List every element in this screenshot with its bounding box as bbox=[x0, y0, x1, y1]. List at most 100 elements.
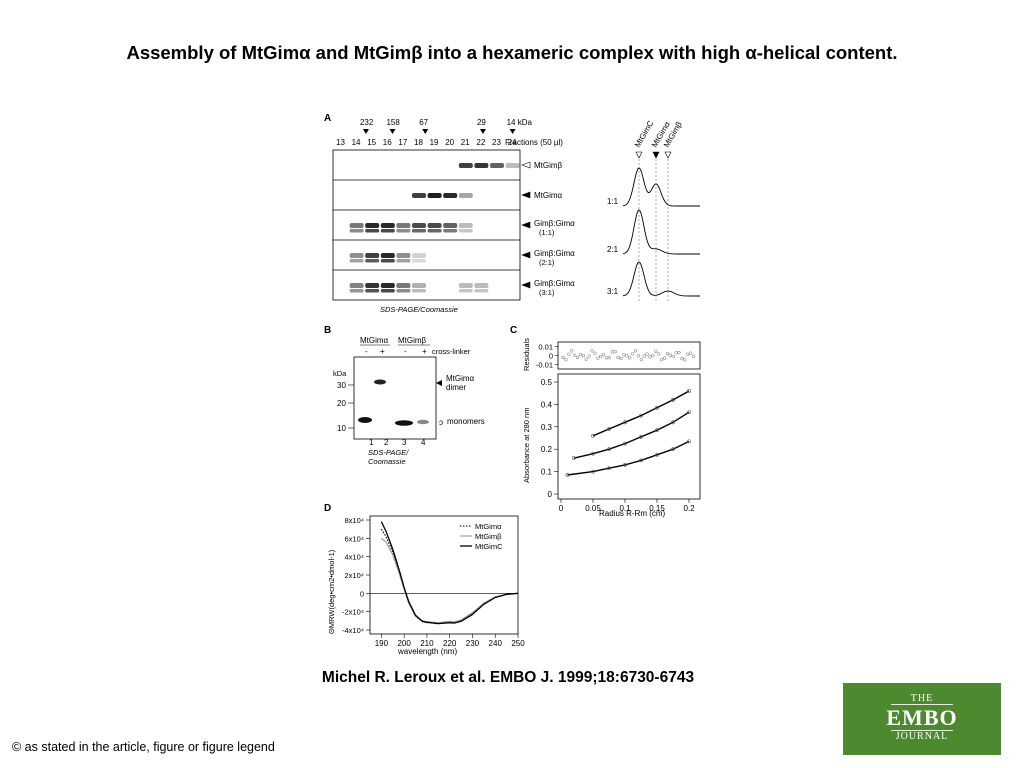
gel-band bbox=[458, 193, 473, 198]
absorbance-point bbox=[591, 451, 595, 456]
c-ytick-label: 0 bbox=[548, 490, 553, 499]
logo-line-2: EMBO bbox=[886, 705, 958, 730]
marker-arrow-icon bbox=[362, 129, 369, 134]
panel-d: D 190 200 210 220 230 240 250 8x10⁴ 6x10⁴ 4x10⁴ 2x… bbox=[324, 503, 525, 656]
dimer-label-1: MtGimα bbox=[446, 374, 475, 383]
residual-point bbox=[645, 352, 649, 356]
trace-header-arrow-icon bbox=[664, 151, 672, 159]
residual-point bbox=[601, 352, 606, 357]
gel-band bbox=[380, 253, 395, 258]
d-ytick-label: 2x10⁴ bbox=[345, 571, 365, 580]
residual-point bbox=[590, 349, 594, 353]
d-xtick-label: 220 bbox=[443, 639, 457, 648]
gel-b-frame bbox=[353, 356, 437, 440]
fractions-label: Fractions (50 µl) bbox=[505, 138, 563, 147]
slide-title: Assembly of MtGimα and MtGimβ into a hex… bbox=[126, 42, 898, 63]
absorbance-point bbox=[687, 410, 691, 415]
crosslinker-label: cross-linker bbox=[432, 347, 471, 356]
residual-point bbox=[636, 354, 641, 358]
dimer-arrow-icon bbox=[436, 380, 442, 386]
gel-band bbox=[505, 163, 520, 168]
marker-arrow-icon bbox=[479, 129, 486, 134]
fraction-number: 18 bbox=[414, 138, 423, 147]
panel-c-label: C bbox=[510, 325, 517, 336]
gel-band bbox=[396, 289, 411, 293]
band-lane2-dimer bbox=[374, 379, 386, 385]
cd-frame bbox=[369, 515, 519, 635]
absorbance-point bbox=[655, 452, 659, 457]
copyright-notice: © as stated in the article, figure or fi… bbox=[12, 740, 275, 754]
residual-point bbox=[572, 353, 577, 357]
d-ytick-label: 8x10⁴ bbox=[345, 516, 365, 525]
figure-image: A 232 158 67 29 14 kDa 13 14 15 16 17 18 19 20 21 22 2… bbox=[318, 106, 708, 658]
marker-label: 232 bbox=[360, 118, 374, 127]
fraction-number: 17 bbox=[398, 138, 407, 147]
bracket-icon: ɔ bbox=[439, 418, 443, 427]
logo-line-1: THE bbox=[910, 693, 934, 704]
logo-rule-bottom bbox=[891, 730, 953, 731]
figure-svg: A 232 158 67 29 14 kDa 13 14 15 16 17 18 19 20 21 22 2… bbox=[324, 113, 701, 656]
residual-point bbox=[657, 352, 661, 356]
fraction-number: 15 bbox=[367, 138, 376, 147]
absorbance-point bbox=[671, 420, 675, 425]
gel-row-sublabel: (2:1) bbox=[539, 258, 555, 267]
residual-point bbox=[651, 353, 655, 358]
panel-d-label: D bbox=[324, 503, 331, 514]
absorbance-ylabel: Absorbance at 280 nm bbox=[522, 408, 531, 483]
residual-point bbox=[668, 353, 672, 357]
residual-point bbox=[683, 358, 687, 362]
absorbance-point bbox=[639, 434, 643, 439]
c-xtick-label: 0.1 bbox=[619, 504, 631, 513]
residual-point bbox=[607, 355, 612, 360]
gel-caption: SDS-PAGE/Coomassie bbox=[380, 305, 458, 314]
absorbance-point bbox=[687, 389, 691, 393]
d-ytick-label: -4x10⁴ bbox=[342, 626, 364, 635]
gel-row-labels: MtGimβMtGimαGimβ:Gimα(1:1)Gimβ:Gimα(2:1)… bbox=[521, 161, 575, 297]
lane-number-1: 1 bbox=[369, 438, 374, 447]
residual-point bbox=[584, 357, 588, 361]
absorbance-point bbox=[591, 433, 595, 438]
absorbance-point bbox=[607, 427, 611, 431]
absorbance-point bbox=[639, 413, 643, 418]
absorbance-point bbox=[655, 428, 659, 433]
marker-arrow-icon bbox=[389, 129, 396, 134]
gel-band bbox=[443, 229, 458, 233]
row-arrow-icon bbox=[521, 191, 531, 199]
gel-band bbox=[458, 283, 473, 288]
gel-band bbox=[412, 253, 426, 258]
embo-journal-logo[interactable]: THE EMBO JOURNAL bbox=[843, 683, 1001, 755]
residual-ytick-label: 0 bbox=[549, 352, 553, 361]
legend-label: MtGimβ bbox=[475, 532, 502, 541]
residuals-plot: 0.010-0.01 bbox=[536, 343, 696, 370]
panel-b-label: B bbox=[324, 325, 331, 336]
elution-trace-line bbox=[622, 209, 700, 255]
c-ytick-label: 0.4 bbox=[541, 400, 553, 409]
gel-band bbox=[443, 193, 458, 198]
d-xlabel: wavelength (nm) bbox=[397, 647, 457, 656]
elution-trace-line bbox=[622, 261, 700, 297]
trace-header-arrow-icon bbox=[652, 151, 660, 159]
fraction-number: 22 bbox=[476, 138, 485, 147]
d-ytick-label: -2x10⁴ bbox=[342, 608, 364, 617]
gel-band bbox=[396, 259, 411, 263]
residual-point bbox=[578, 353, 583, 357]
residual-point bbox=[648, 355, 652, 359]
residual-point bbox=[628, 356, 632, 360]
band-lane4-monomer bbox=[417, 419, 429, 425]
residual-point bbox=[622, 353, 626, 357]
residual-point bbox=[616, 355, 620, 360]
gel-row-label: Gimβ:Gimα bbox=[534, 219, 575, 228]
d-xtick-label: 210 bbox=[420, 639, 434, 648]
ratio-label: 1:1 bbox=[607, 197, 619, 206]
gel-band bbox=[365, 259, 380, 263]
gel-band bbox=[396, 253, 411, 258]
mw-tick-30: 30 bbox=[337, 381, 346, 390]
residual-point bbox=[570, 349, 574, 353]
monomers-label: monomers bbox=[447, 417, 485, 426]
residual-point bbox=[575, 355, 580, 360]
absorbance-fit-line bbox=[573, 411, 690, 459]
absorbance-point bbox=[671, 398, 675, 402]
residual-point bbox=[587, 354, 591, 358]
gel-band bbox=[365, 229, 380, 233]
row-arrow-icon bbox=[521, 161, 531, 169]
